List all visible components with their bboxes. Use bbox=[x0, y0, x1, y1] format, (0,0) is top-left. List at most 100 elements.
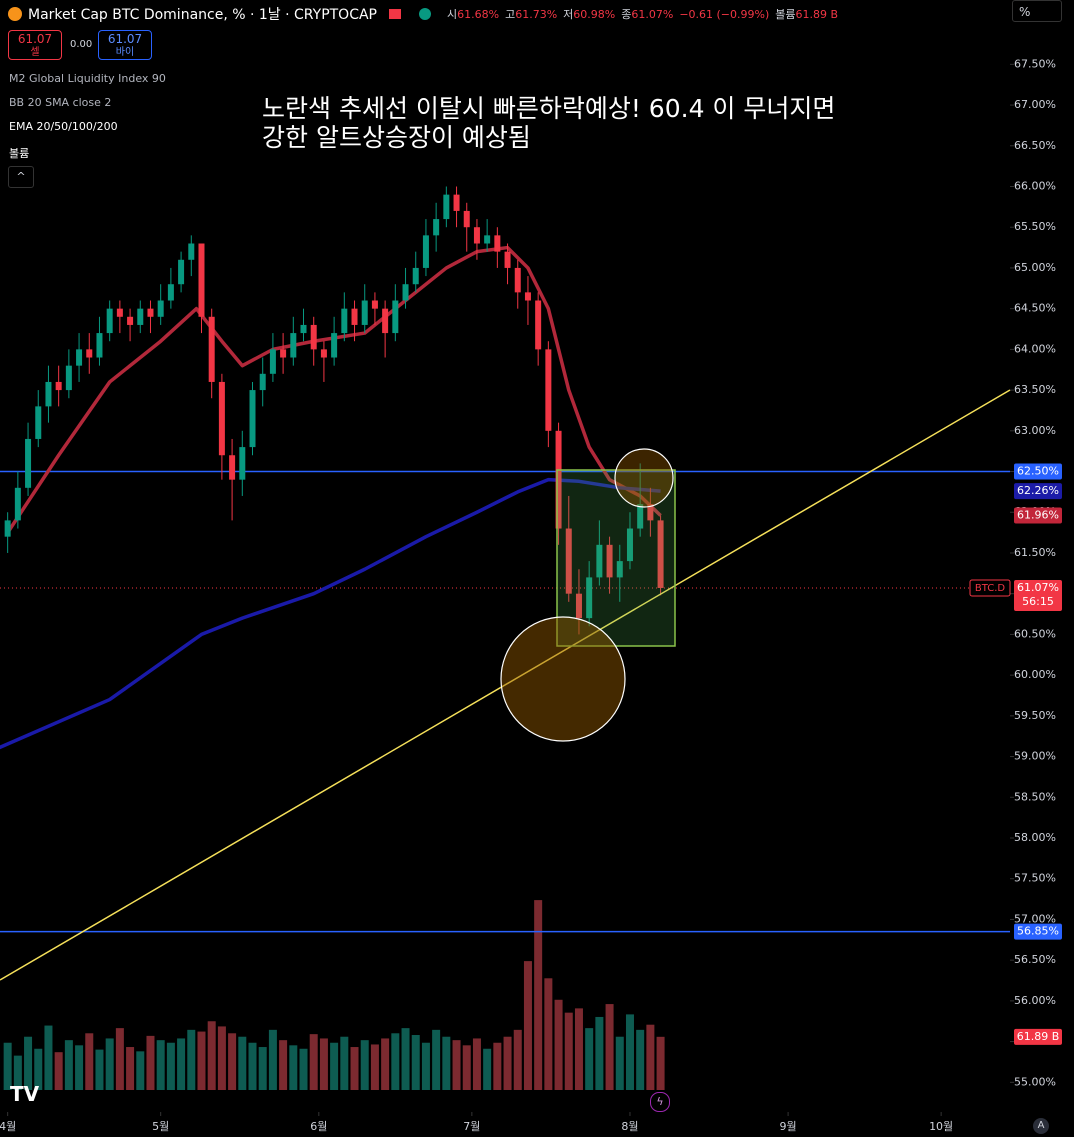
indicator[interactable]: EMA 20/50/100/200 bbox=[9, 120, 118, 133]
candle-body bbox=[147, 308, 154, 317]
ohlc-key: 시 bbox=[447, 8, 458, 21]
volume-bar bbox=[472, 1038, 481, 1090]
candle-body bbox=[35, 406, 42, 439]
candle-body bbox=[76, 349, 83, 366]
header: Market Cap BTC Dominance, % · 1날 · CRYPT… bbox=[8, 4, 838, 24]
volume-tag: 61.89 B bbox=[1017, 1030, 1060, 1043]
candle-body bbox=[657, 520, 664, 588]
ohlc-key: 고 bbox=[505, 8, 516, 21]
x-tick-label: 8월 bbox=[621, 1120, 638, 1133]
sell-button[interactable]: 61.07 셀 bbox=[8, 30, 62, 60]
buy-label: 바이 bbox=[115, 47, 135, 58]
ema-tag-bg bbox=[1014, 483, 1062, 500]
volume-bar bbox=[462, 1045, 471, 1090]
volume-bar bbox=[197, 1031, 206, 1090]
candle-body bbox=[637, 504, 644, 529]
x-tick-label: 6월 bbox=[310, 1120, 327, 1133]
candle-body bbox=[341, 308, 348, 334]
volume-bar bbox=[605, 1004, 614, 1090]
indicator[interactable]: M2 Global Liquidity Index 90 bbox=[9, 72, 166, 85]
auto-scale[interactable]: A bbox=[1033, 1118, 1049, 1134]
x-tick-label: 4월 bbox=[0, 1120, 16, 1133]
volume-bar bbox=[126, 1047, 135, 1090]
logo: TV bbox=[10, 1082, 40, 1106]
volume-bar bbox=[391, 1033, 400, 1090]
candle-body bbox=[86, 349, 93, 358]
line-tag-bg bbox=[1014, 923, 1062, 940]
volume-bar bbox=[228, 1033, 237, 1090]
ohlc-key: 저 bbox=[563, 8, 574, 21]
y-tick-label: 60.50% bbox=[1014, 627, 1056, 640]
buy-button[interactable]: 61.07 바이 bbox=[98, 30, 152, 60]
status bbox=[419, 8, 431, 20]
indicator[interactable]: 볼륨 bbox=[9, 147, 30, 160]
collapse-button[interactable]: ^ bbox=[8, 166, 34, 188]
candle-body bbox=[106, 308, 113, 334]
volume-bar bbox=[146, 1035, 155, 1090]
candle-body bbox=[320, 349, 327, 358]
y-tick-label: 66.50% bbox=[1014, 139, 1056, 152]
candle-body bbox=[463, 210, 470, 228]
candle-body bbox=[96, 333, 103, 358]
candle-body bbox=[137, 308, 144, 325]
ema-tag: 61.96% bbox=[1017, 509, 1059, 522]
y-tick-label: 58.50% bbox=[1014, 790, 1056, 803]
volume-tag-bg bbox=[1014, 1028, 1062, 1045]
volume-bar bbox=[636, 1029, 645, 1090]
candle-body bbox=[535, 300, 542, 350]
volume-bar bbox=[370, 1044, 379, 1090]
volume-bar bbox=[483, 1048, 492, 1090]
volume-key: 볼륨 bbox=[775, 8, 796, 21]
unit-button[interactable]: % bbox=[1012, 0, 1062, 22]
candle-body bbox=[249, 390, 256, 448]
volume-bar bbox=[34, 1048, 43, 1090]
sell-label: 셀 bbox=[30, 47, 40, 58]
candle-body bbox=[596, 544, 603, 578]
volume-bar bbox=[105, 1038, 114, 1090]
y-tick-label: 64.50% bbox=[1014, 302, 1056, 315]
symbol-tag: BTC.D bbox=[975, 583, 1006, 594]
volume-bar bbox=[401, 1028, 410, 1090]
y-tick-label: 58.00% bbox=[1014, 831, 1056, 844]
volume-bar bbox=[432, 1029, 441, 1090]
candle-body bbox=[514, 267, 521, 293]
last-price-bg bbox=[1014, 579, 1062, 611]
ohlc: 시61.68% 고61.73% 저60.98% 종61.07% bbox=[447, 6, 673, 22]
candle-body bbox=[626, 528, 633, 562]
volume-bar bbox=[136, 1051, 145, 1090]
candle-body bbox=[178, 259, 185, 285]
y-tick-label: 57.50% bbox=[1014, 872, 1056, 885]
volume-bar bbox=[268, 1029, 277, 1090]
volume-bar bbox=[166, 1042, 175, 1090]
volume-bar bbox=[217, 1026, 226, 1090]
volume-bar bbox=[564, 1012, 573, 1090]
volume-bar bbox=[13, 1055, 22, 1090]
volume-bar bbox=[523, 961, 532, 1090]
annotation-line: 강한 알트상승장이 예상됨 bbox=[262, 123, 531, 152]
candle-body bbox=[575, 593, 582, 619]
candle-body bbox=[331, 333, 338, 358]
ohlc-value: 61.68% bbox=[457, 8, 500, 21]
candle-body bbox=[371, 300, 378, 309]
candle-body bbox=[300, 324, 307, 334]
volume-bar bbox=[544, 978, 553, 1090]
volume-bar bbox=[177, 1038, 186, 1090]
volume-bar bbox=[187, 1029, 196, 1090]
candle-body bbox=[453, 194, 460, 211]
volume-bar bbox=[595, 1016, 604, 1090]
symbol-icon bbox=[8, 7, 22, 21]
candle-body bbox=[188, 243, 195, 260]
volume-bar bbox=[452, 1040, 461, 1090]
candle-body bbox=[351, 308, 358, 325]
flash-icon[interactable]: ϟ bbox=[650, 1092, 670, 1112]
volume-bar bbox=[585, 1028, 594, 1090]
y-tick-label: 63.00% bbox=[1014, 424, 1056, 437]
volume-bar bbox=[330, 1042, 339, 1090]
volume-bar bbox=[360, 1040, 369, 1090]
candle-body bbox=[259, 373, 266, 391]
volume-bar bbox=[64, 1040, 73, 1090]
indicator[interactable]: BB 20 SMA close 2 bbox=[9, 96, 112, 109]
ohlc-value: 60.98% bbox=[573, 8, 616, 21]
